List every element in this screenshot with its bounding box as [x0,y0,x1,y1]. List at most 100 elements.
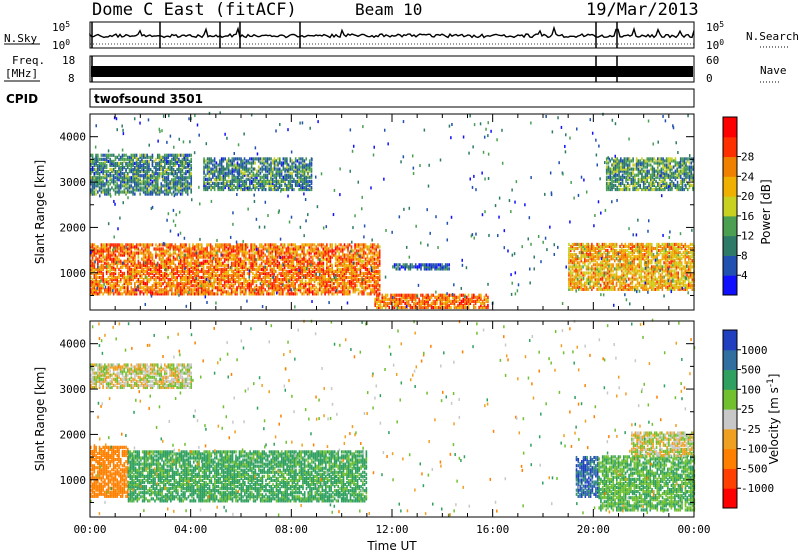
heatmap-cell [146,288,148,292]
heatmap-cell [320,251,323,255]
heatmap-cell [612,269,614,273]
heatmap-cell [633,277,635,281]
heatmap-cell [596,281,598,285]
heatmap-cell [252,282,254,286]
heatmap-cell [376,293,378,297]
heatmap-cell [105,290,108,294]
heatmap-cell [90,267,92,271]
heatmap-cell [167,253,170,257]
heatmap-cell [580,275,583,279]
heatmap-cell [259,292,261,296]
heatmap-cell [236,275,238,280]
heatmap-cell [573,259,576,263]
heatmap-cell [107,180,110,184]
heatmap-cell [589,267,591,271]
heatmap-cell [338,269,340,274]
heatmap-cell [259,267,261,271]
heatmap-cell [181,263,184,267]
heatmap-cell [626,259,628,263]
heatmap-cell [411,295,413,299]
heatmap-cell [352,249,355,253]
heatmap-cell [308,263,311,267]
heatmap-cell [236,259,238,263]
heatmap-cell [146,261,148,265]
heatmap-cell [333,282,335,286]
heatmap-cell [90,282,92,286]
heatmap-cell [227,249,230,253]
heatmap-cell [569,275,572,279]
heatmap-cell [679,277,681,281]
heatmap-cell [248,292,251,296]
heatmap-cell [220,271,222,276]
heatmap-cell [262,292,265,296]
heatmap-cell [199,275,201,280]
heatmap-cell [190,265,193,269]
heatmap-cell [202,247,205,251]
heatmap-cell [324,286,326,290]
heatmap-cell [428,295,431,299]
heatmap-cell [245,290,247,294]
nsky-tick-bottom: 100 [52,38,70,52]
heatmap-cell [578,265,581,269]
heatmap-cell [626,267,628,271]
heatmap-cell [280,247,282,251]
heatmap-cell [199,284,201,288]
heatmap-cell [93,263,96,267]
heatmap-cell [320,275,323,280]
heatmap-cell [102,265,104,269]
heatmap-cell [418,299,421,303]
heatmap-cell [352,273,355,278]
heatmap-cell [223,245,226,249]
heatmap-cell [610,248,613,253]
heatmap-cell [652,279,655,283]
heatmap-cell [647,261,650,265]
heatmap-cell [404,301,406,306]
heatmap-cell [359,269,362,274]
heatmap-cell [104,170,106,174]
heatmap-cell [327,247,330,251]
heatmap-cell [153,265,156,269]
heatmap-cell [125,249,127,253]
heatmap-cell [250,255,252,259]
heatmap-cell [276,273,279,278]
heatmap-cell [411,297,413,301]
heatmap-cell [264,275,267,280]
heatmap-cell [149,277,152,282]
heatmap-cell [142,286,145,290]
heatmap-cell [185,245,187,249]
heatmap-cell [336,263,339,267]
heatmap-cell [190,255,193,259]
heatmap-cell [204,249,207,253]
heatmap-cell [474,301,477,306]
heatmap-cell [130,249,133,253]
heatmap-cell [350,261,353,265]
heatmap-cell [478,295,480,299]
heatmap-cell [348,286,351,290]
heatmap-cell [615,257,618,261]
heatmap-cell [647,250,650,255]
heatmap-cell [195,269,198,274]
heatmap-cell [148,290,150,294]
heatmap-cell [119,253,122,257]
heatmap-cell [266,247,268,251]
heatmap-cell [568,285,570,289]
heatmap-cell [573,285,576,289]
heatmap-cell [174,249,177,253]
heatmap-cell [230,253,233,257]
heatmap-cell [636,285,639,289]
heatmap-cell [478,299,480,303]
heatmap-cell [176,257,178,261]
heatmap-cell [134,263,136,267]
heatmap-cell [384,301,387,306]
heatmap-cell [404,295,406,299]
heatmap-cell [368,292,370,296]
heatmap-cell [125,282,127,286]
heatmap-cell [460,299,463,303]
heatmap-cell [162,255,164,259]
heatmap-cell [661,265,664,269]
heatmap-cell [155,253,157,257]
heatmap-cell [340,261,342,265]
heatmap-cell [222,243,224,247]
heatmap-cell [283,265,286,269]
heatmap-cell [650,269,653,273]
